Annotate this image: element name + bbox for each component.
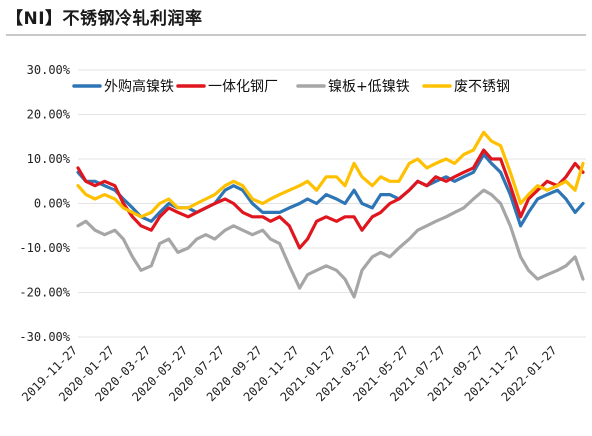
grid-lines — [78, 69, 586, 338]
series-line-3 — [76, 130, 585, 219]
series-line-1 — [76, 148, 585, 250]
y-tick-label: 0.00% — [34, 197, 71, 211]
x-axis-tick-labels: 2019-11-272020-01-272020-03-272020-05-27… — [19, 343, 560, 404]
y-axis-tick-labels: 30.00% 20.00% 10.00% 0.00% -10.00% -20.00% -30… — [19, 63, 70, 344]
y-tick-label: 20.00% — [27, 108, 71, 122]
legend-label-0: 外购高镍铁 — [104, 78, 174, 95]
y-tick-label: -10.00% — [19, 241, 70, 255]
y-tick-label: 10.00% — [27, 152, 71, 166]
legend-label-3: 废不锈钢 — [454, 79, 510, 95]
title-divider — [6, 34, 586, 36]
legend-label-1: 一体化钢厂 — [208, 79, 278, 95]
y-tick-label: -30.00% — [19, 330, 70, 344]
y-tick-label: -20.00% — [19, 286, 70, 300]
y-tick-label: 30.00% — [27, 63, 71, 77]
chart-title: 【NI】不锈钢冷轧利润率 — [6, 9, 203, 29]
legend: 外购高镍铁 一体化钢厂 镍板+低镍铁 废不锈钢 — [72, 78, 510, 95]
series-lines — [76, 130, 585, 299]
series-line-0 — [76, 152, 585, 228]
series-line-2 — [76, 188, 585, 299]
legend-label-2: 镍板+低镍铁 — [328, 79, 410, 95]
